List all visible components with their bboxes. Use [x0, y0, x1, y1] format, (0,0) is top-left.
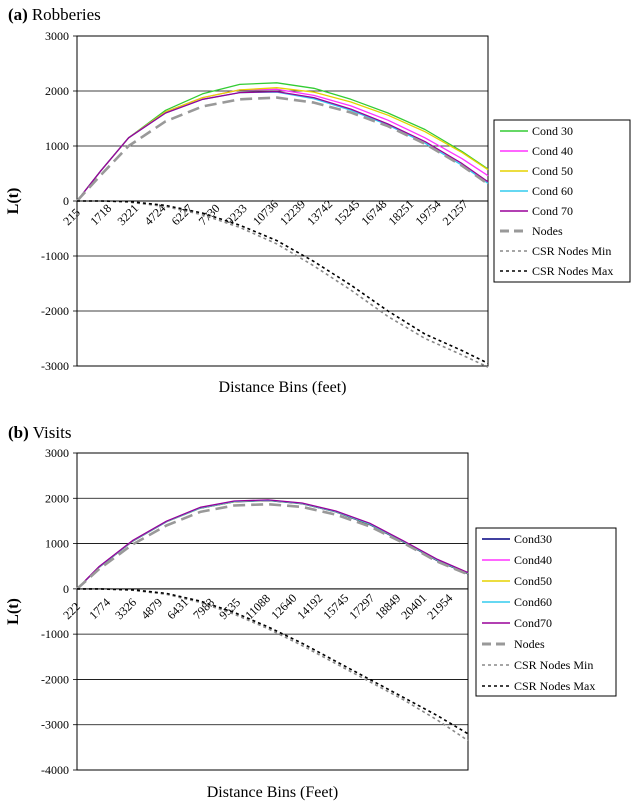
x-tick-label: 12239 [277, 197, 308, 228]
y-tick-label: 1000 [45, 537, 69, 551]
y-tick-label: -2000 [41, 672, 69, 686]
legend-label-8: CSR Nodes Max [514, 679, 595, 693]
legend-label-5: Cond70 [514, 616, 552, 630]
legend-label-4: Cond 60 [532, 184, 573, 198]
panel-letter: (a) [8, 5, 28, 24]
x-tick-label: 14192 [294, 591, 325, 622]
y-tick-label: -3000 [41, 718, 69, 732]
y-tick-label: -1000 [41, 249, 69, 263]
y-tick-label: -1000 [41, 627, 69, 641]
legend-label-5: Cond 70 [532, 204, 573, 218]
x-tick-label: 12640 [268, 591, 299, 622]
legend-label-6: Nodes [514, 637, 545, 651]
x-tick-label: 17297 [346, 591, 377, 622]
y-tick-label: 2000 [45, 84, 69, 98]
x-tick-label: 3221 [114, 201, 141, 228]
x-tick-label: 1718 [87, 201, 114, 228]
legend-label-7: CSR Nodes Min [532, 244, 611, 258]
x-tick-label: 18251 [385, 197, 416, 228]
y-tick-label: 0 [63, 194, 69, 208]
series-line-4 [76, 91, 489, 202]
series-line-6 [76, 96, 489, 202]
y-axis-title: L(t) [5, 598, 22, 625]
panel-title-text: Robberies [32, 5, 101, 24]
series-line-7 [77, 200, 489, 368]
y-tick-label: 0 [63, 582, 69, 596]
x-tick-label: 3326 [112, 595, 139, 622]
x-tick-label: 16748 [358, 197, 389, 228]
x-tick-label: 215 [60, 205, 83, 228]
panel-letter: (b) [8, 423, 29, 442]
y-tick-label: 3000 [45, 446, 69, 460]
y-tick-label: -4000 [41, 763, 69, 777]
legend-label-4: Cond60 [514, 595, 552, 609]
y-tick-label: -3000 [41, 359, 69, 373]
x-tick-label: 18849 [372, 591, 403, 622]
chart-panel-1: (a) Robberies 3000 2000 1000 0 -1000 -2000 -3000… [5, 5, 631, 396]
legend-label-1: Cond30 [514, 532, 552, 546]
x-tick-label: 11088 [242, 591, 273, 622]
x-tick-label: 6227 [169, 201, 196, 228]
x-tick-label: 13742 [304, 197, 335, 228]
y-tick-label: 1000 [45, 139, 69, 153]
x-tick-label: 4879 [138, 595, 165, 622]
y-tick-label: -2000 [41, 304, 69, 318]
panel-title: (a) Robberies [8, 5, 101, 24]
x-tick-label: 21257 [440, 197, 471, 228]
x-tick-label: 222 [60, 599, 83, 622]
legend: Cond 30 Cond 40 Cond 50 Cond 60 Cond 70 Nodes… [493, 119, 631, 283]
legend-label-1: Cond 30 [532, 124, 573, 138]
panel-title: (b) Visits [8, 423, 71, 442]
x-tick-label: 15745 [320, 591, 351, 622]
x-axis-title: Distance Bins (feet) [219, 379, 347, 396]
series-line-8 [77, 200, 489, 365]
x-tick-label: 20401 [398, 591, 429, 622]
series-line-2 [76, 88, 489, 202]
x-tick-label: 15245 [331, 197, 362, 228]
y-tick-label: 2000 [45, 491, 69, 505]
legend-label-2: Cond 40 [532, 144, 573, 158]
legend-label-2: Cond40 [514, 553, 552, 567]
legend: Cond30 Cond40 Cond50 Cond60 Cond70 Nodes CSR N… [475, 527, 617, 697]
series-line-5 [76, 90, 489, 202]
x-axis-title: Distance Bins (Feet) [207, 784, 339, 801]
panel-title-text: Visits [33, 423, 72, 442]
legend-label-7: CSR Nodes Min [514, 658, 593, 672]
x-tick-label: 10736 [250, 197, 281, 228]
series-line-6 [76, 502, 469, 590]
legend-box [475, 527, 617, 697]
x-tick-label: 21954 [424, 591, 455, 622]
y-axis-title: L(t) [5, 188, 22, 215]
chart-panel-2: (b) Visits 3000 2000 1000 0 -1000 -2000 -3000 -40… [5, 423, 617, 801]
legend-label-3: Cond50 [514, 574, 552, 588]
x-tick-label: 1774 [86, 595, 113, 622]
series-line-8 [77, 588, 469, 735]
x-tick-label: 7983 [190, 595, 217, 622]
legend-label-3: Cond 50 [532, 164, 573, 178]
y-tick-label: 3000 [45, 29, 69, 43]
legend-box [493, 119, 631, 283]
x-tick-label: 19754 [413, 197, 444, 228]
series-line-5 [76, 499, 469, 590]
legend-label-6: Nodes [532, 224, 563, 238]
legend-label-8: CSR Nodes Max [532, 264, 613, 278]
